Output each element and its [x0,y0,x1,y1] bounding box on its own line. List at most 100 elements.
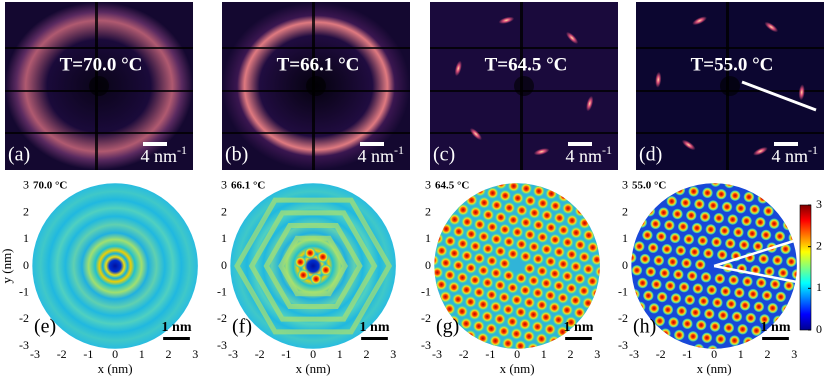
density-peak [639,253,651,265]
density-peak [569,260,582,273]
density-peak [448,213,461,226]
scale-label: 1 nm [564,320,594,335]
density-peak [715,333,727,345]
density-peak [523,262,536,275]
bragg-spot [692,16,707,26]
density-peak [473,286,486,299]
density-peak [662,304,674,316]
density-peak [769,278,781,290]
density-peak [465,194,478,207]
density-peak [703,308,715,320]
density-peak [667,256,679,268]
density-peak [532,185,545,198]
density-peak [439,256,452,269]
density-peak [520,183,533,195]
detector-gap [636,47,824,49]
density-peak [553,211,566,224]
density-peak [709,321,721,333]
x-tick-label: -2 [656,347,666,361]
density-peak [447,281,460,294]
density-peak [791,268,797,280]
density-peak [490,199,503,212]
y-tick-label: 2 [23,204,29,218]
x-tick-label: 0 [310,347,316,361]
density-peak [540,243,553,256]
density-peak [706,284,718,296]
density-peak [316,250,329,263]
x-tick-label: -3 [30,347,40,361]
density-peak [469,240,482,253]
lattice [631,183,797,349]
y-tick-label: 1 [622,231,628,245]
density-peak [697,235,709,247]
density-peak [469,206,482,219]
density-peak [486,221,499,234]
density-peak [701,187,713,199]
x-tick-label: 2 [568,347,574,361]
density-peak [569,294,582,307]
density-peak [507,183,520,193]
density-map [230,183,396,349]
density-peak [655,231,667,243]
density-peak [498,257,511,270]
panel-label: (c) [433,144,455,166]
scale-bar [565,337,592,340]
density-peak [685,209,697,221]
x-tick-label: 1 [139,347,145,361]
density-peak [717,309,729,321]
density-peak [444,235,457,248]
density-peak [486,187,499,200]
density-peak [535,298,548,311]
scale-text: 4 nm [771,146,808,166]
scale-text: 4 nm [140,146,177,166]
density-peak [783,280,795,292]
bragg-spot [764,21,779,33]
density-peak [477,230,490,243]
density-peak [782,219,794,231]
density-peak [645,266,657,278]
density-peak [727,214,739,226]
panel-label: (d) [639,144,662,166]
bragg-spot [533,148,550,156]
bragg-spot [681,139,696,151]
density-peak [443,302,456,315]
density-peak [494,245,507,258]
x-tick-label: 0 [112,347,118,361]
x-tick-label: 1 [541,347,547,361]
density-peak [586,275,599,288]
detector-gap [5,47,193,49]
x-tick-label: -3 [629,347,639,361]
scale-bar [568,142,592,146]
x-tick-label: 0 [711,347,717,361]
density-peak [687,330,699,342]
density-peak [473,252,486,265]
colorbar-tick-label: 0 [816,322,822,336]
density-peak [304,246,317,259]
density-peak [590,287,600,300]
density-peak [527,308,540,321]
panel-label: (a) [8,144,30,166]
density-peak [733,287,745,299]
density-peak [749,204,761,216]
scale-text: 4 nm [565,146,602,166]
scale-label: 1 nm [162,320,192,335]
scale-bar [762,337,789,340]
density-peak [680,197,692,209]
density-peak [745,312,757,324]
bragg-spot [753,146,768,156]
center-shadow [720,76,740,96]
x-tick-label: -3 [228,347,238,361]
density-peak [434,232,444,245]
density-peak [477,264,490,277]
density-peak [465,228,478,241]
x-tick-label: 1 [738,347,744,361]
y-tick-label: -2 [217,311,227,325]
density-peak [477,298,490,311]
panel-label: (b) [225,144,248,166]
density-peak [452,225,465,238]
density-peak [548,335,561,348]
density-peak [570,226,583,239]
density-peak [481,276,494,289]
density-peak [528,240,541,253]
density-peak [759,313,771,325]
